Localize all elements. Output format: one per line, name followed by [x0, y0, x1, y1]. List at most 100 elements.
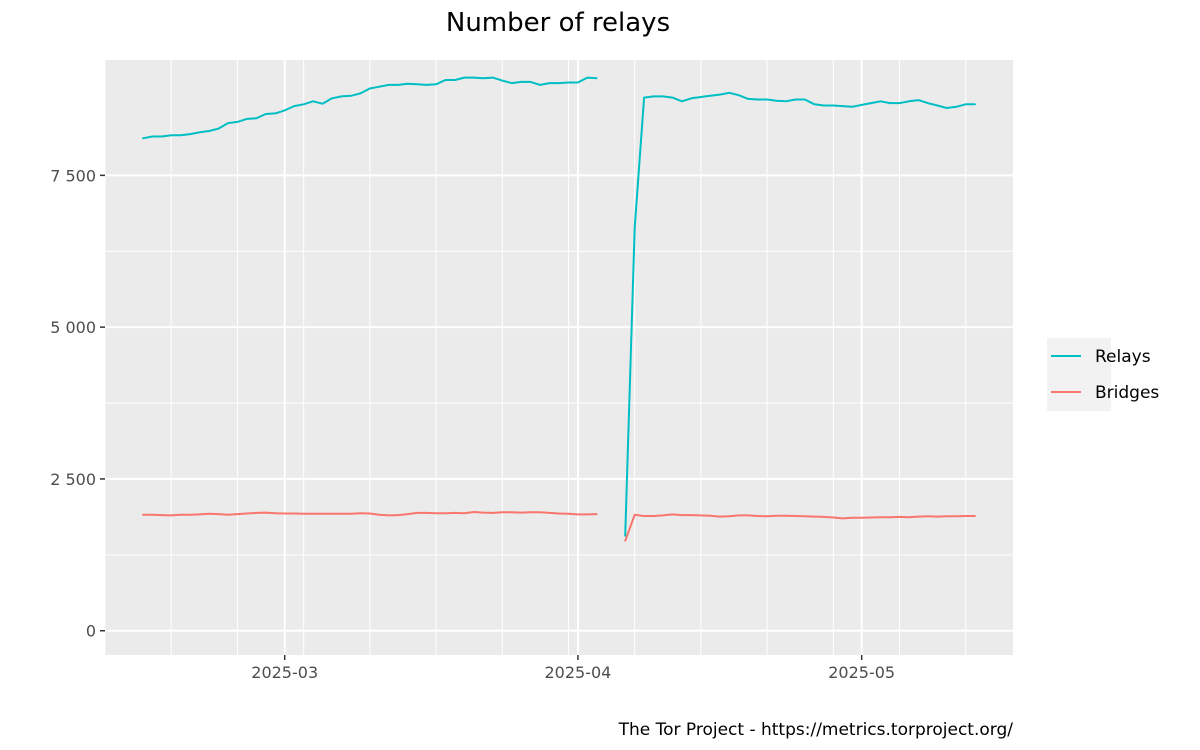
data-point-bridges [690, 514, 693, 516]
data-point-relays [198, 131, 201, 134]
data-point-relays [236, 121, 239, 123]
data-point-relays [255, 117, 258, 120]
data-point-relays [813, 103, 816, 106]
data-point-bridges [142, 514, 144, 516]
data-point-bridges [463, 512, 466, 514]
minor-gridlines [104, 60, 1013, 655]
data-point-bridges [756, 515, 759, 517]
data-point-relays [274, 112, 277, 115]
y-tick-label: 5 000 [50, 318, 96, 337]
data-point-relays [435, 83, 437, 86]
series-relays [142, 76, 976, 537]
data-point-bridges [454, 512, 456, 514]
data-point-relays [690, 97, 693, 100]
data-point-bridges [529, 511, 532, 514]
data-point-bridges [747, 514, 749, 517]
data-point-relays [378, 85, 381, 88]
data-point-relays [161, 135, 163, 138]
data-point-relays [974, 103, 976, 106]
data-point-bridges [482, 511, 485, 514]
data-point-bridges [766, 515, 768, 518]
data-point-relays [860, 104, 863, 106]
data-point-bridges [567, 513, 570, 515]
data-point-bridges [170, 514, 172, 517]
data-point-relays [208, 130, 210, 132]
data-point-relays [775, 99, 778, 102]
data-point-relays [312, 100, 314, 103]
data-point-relays [473, 76, 475, 79]
data-point-bridges [217, 513, 220, 515]
data-point-relays [681, 100, 683, 103]
data-point-relays [567, 81, 570, 84]
data-point-bridges [265, 511, 267, 514]
data-point-relays [558, 82, 560, 84]
data-point-relays [492, 76, 494, 79]
data-point-relays [416, 83, 418, 86]
data-point-relays [832, 104, 835, 107]
data-point-bridges [255, 512, 258, 514]
data-point-bridges [397, 514, 400, 516]
data-point-bridges [359, 512, 362, 514]
data-point-relays [510, 82, 513, 84]
data-point-relays [170, 134, 172, 137]
y-axis: 0 2 500 5 000 7 500 [50, 166, 105, 641]
data-point-relays [369, 87, 371, 90]
data-point-relays [842, 105, 844, 107]
data-point-bridges [350, 513, 352, 515]
data-point-bridges [151, 514, 154, 516]
data-point-bridges [473, 511, 475, 513]
data-point-relays [700, 96, 702, 98]
data-point-bridges [312, 513, 314, 515]
data-point-relays [331, 97, 333, 100]
data-point-bridges [709, 514, 712, 517]
data-point-relays [586, 76, 589, 79]
data-point-bridges [548, 512, 551, 514]
data-point-bridges [851, 517, 853, 519]
data-point-relays [350, 95, 352, 97]
series-line-bridges [624, 513, 976, 542]
data-point-bridges [161, 514, 163, 516]
data-point-bridges [652, 515, 655, 517]
data-point-bridges [331, 513, 333, 515]
data-point-relays [596, 77, 598, 79]
data-point-bridges [671, 513, 674, 516]
data-point-relays [151, 135, 154, 138]
data-point-bridges [842, 517, 844, 520]
legend-label-bridges: Bridges [1095, 383, 1159, 403]
data-point-relays [936, 104, 939, 107]
data-point-bridges [775, 514, 778, 517]
y-tick-label: 0 [86, 622, 96, 641]
data-point-bridges [340, 513, 343, 515]
legend-key-background [1047, 338, 1111, 411]
x-tick-label: 2025-03 [251, 663, 318, 682]
data-point-bridges [879, 516, 882, 518]
data-point-relays [728, 92, 731, 94]
data-point-bridges [227, 514, 229, 516]
data-point-bridges [274, 512, 277, 514]
data-point-bridges [785, 514, 787, 517]
data-point-relays [756, 98, 759, 101]
series-line-relays [624, 91, 976, 537]
data-point-bridges [208, 513, 210, 515]
data-point-bridges [302, 513, 305, 515]
data-point-relays [804, 98, 806, 101]
data-point-bridges [246, 512, 248, 515]
plot-panel [105, 60, 1013, 655]
y-tick-label: 2 500 [50, 470, 96, 489]
chart-caption: The Tor Project - https://metrics.torpro… [618, 720, 1014, 740]
data-point-bridges [321, 513, 324, 515]
data-point-bridges [539, 511, 541, 514]
data-point-relays [577, 81, 579, 84]
data-point-bridges [425, 512, 428, 514]
data-point-bridges [293, 512, 296, 515]
data-point-bridges [964, 515, 967, 517]
data-point-bridges [378, 514, 381, 516]
data-point-relays [265, 113, 267, 115]
data-point-relays [529, 81, 532, 83]
data-point-bridges [974, 515, 976, 517]
data-point-bridges [728, 515, 731, 518]
data-point-bridges [189, 514, 191, 516]
data-point-relays [302, 103, 305, 106]
data-point-bridges [558, 512, 560, 515]
data-point-bridges [435, 512, 437, 514]
